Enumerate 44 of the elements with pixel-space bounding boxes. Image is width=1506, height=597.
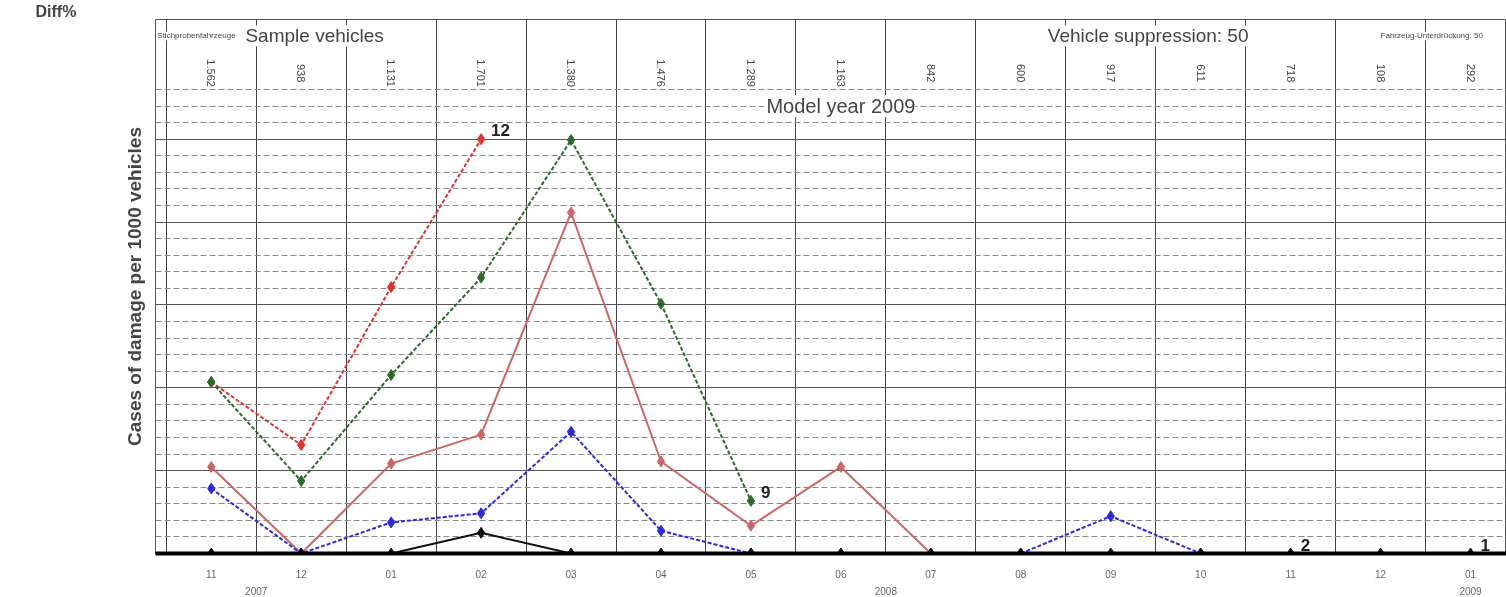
text: 1.163 [834,59,847,87]
text: Vehicle suppression: 50 [1047,25,1249,47]
annotation: 2 [1300,535,1311,555]
text: 842 [924,63,937,83]
text: 611 [1194,64,1207,82]
text: 718 [1284,63,1297,83]
x-tick-label: 02 [475,568,488,580]
x-tick-label: 08 [1015,568,1027,580]
text: Fahrzeug-Unterdrückung: 50 [1380,31,1484,41]
annotation: 12 [491,121,511,141]
text: 917 [1104,63,1117,83]
x-tick-label: 12 [1375,568,1387,580]
text: Stichprobenfahrzeuge [157,31,237,41]
x-tick-label: 03 [565,568,578,580]
annotation: 9 [760,482,771,502]
text: Sample vehicles [245,25,384,47]
x-tick-label: 01 [1464,568,1477,580]
annotation: 1 [1480,535,1490,555]
text: 1.701 [475,59,488,87]
text: 1.131 [385,59,398,87]
y-axis-title: Cases of damage per 1000 vehicles [123,127,145,446]
x-tick-label: 11 [1285,568,1297,580]
text: Diff% [35,2,77,20]
text: 600 [1014,63,1027,83]
text: 2007 [245,585,268,597]
text: 2009 [1459,585,1483,597]
text: 292 [1464,63,1477,83]
x-tick-label: 11 [206,568,217,580]
text: 2008 [874,585,898,597]
x-tick-label: 09 [1105,568,1117,580]
text: 1.380 [565,59,578,87]
x-tick-label: 12 [295,568,308,580]
x-tick-label: 06 [835,568,847,580]
text: 1.562 [205,59,218,87]
text: 108 [1374,63,1387,83]
x-tick-label: 04 [655,568,667,580]
x-tick-label: 01 [385,568,398,580]
text: 1.289 [744,59,757,87]
text: 938 [295,63,308,83]
chart-title: Model year 2009 [766,95,916,118]
x-tick-label: 10 [1195,568,1207,580]
text: 1.476 [655,59,667,87]
x-tick-label: 07 [925,568,937,580]
x-tick-label: 05 [745,568,757,580]
